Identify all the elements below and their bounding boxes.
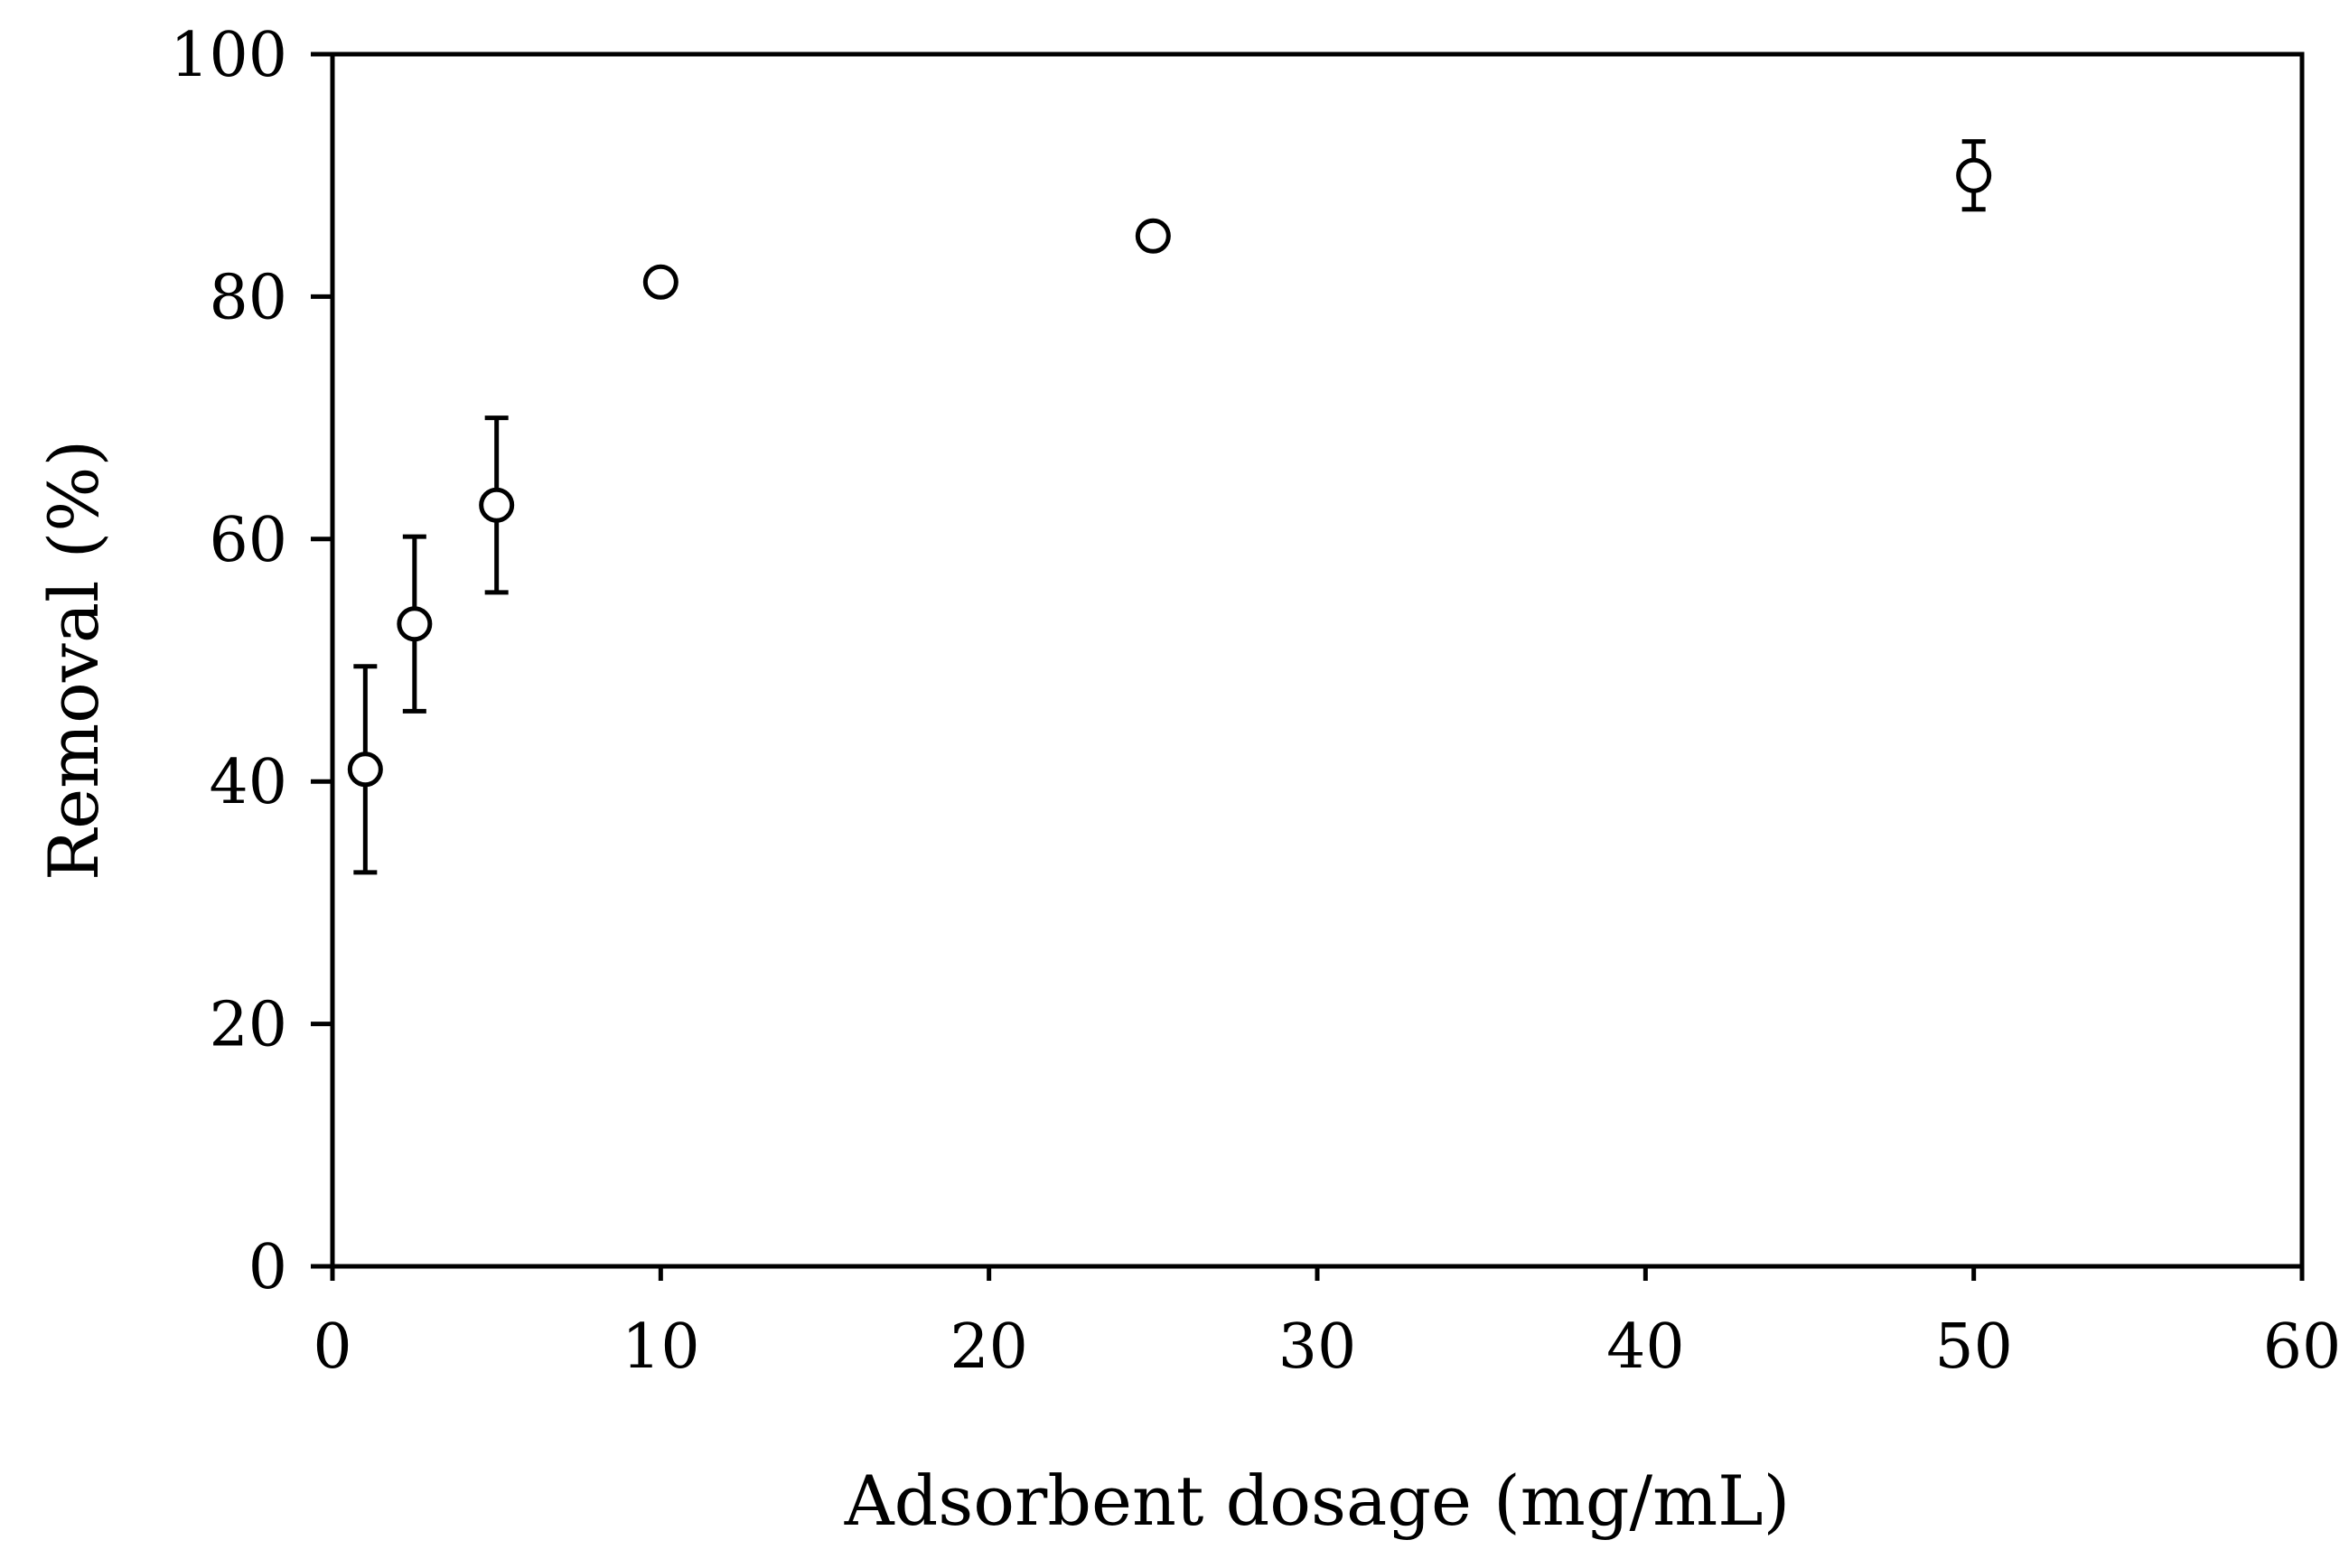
- y-tick-label: 100: [170, 20, 287, 91]
- y-tick-label: 60: [209, 505, 287, 576]
- point-marker: [479, 487, 515, 523]
- plot-area: [330, 51, 2305, 1269]
- x-tick-label: 30: [1278, 1311, 1357, 1383]
- y-tick-label: 20: [209, 990, 287, 1061]
- point-marker: [642, 264, 678, 300]
- point-marker: [397, 606, 433, 642]
- x-tick-label: 0: [313, 1311, 351, 1383]
- point-marker: [1956, 157, 1992, 193]
- y-axis: 0 20 40 60 80 100: [170, 20, 332, 1303]
- data-point: [347, 664, 383, 875]
- data-point: [479, 415, 515, 595]
- x-tick-label: 60: [2263, 1311, 2342, 1383]
- x-tick-label: 10: [622, 1311, 700, 1383]
- x-axis-title: Adsorbent dosage (mg/mL): [844, 1461, 1791, 1541]
- data-point: [1135, 218, 1171, 254]
- point-marker: [1135, 218, 1171, 254]
- x-tick-label: 20: [950, 1311, 1028, 1383]
- data-point: [1956, 139, 1992, 212]
- x-tick-label: 40: [1606, 1311, 1685, 1383]
- data-point: [642, 264, 678, 300]
- y-tick-label: 0: [248, 1232, 287, 1303]
- x-axis: 0 10 20 30 40 50 60: [313, 1266, 2341, 1383]
- x-tick-label: 50: [1934, 1311, 2013, 1383]
- y-axis-title: Removal (%): [33, 440, 114, 881]
- y-tick-label: 40: [209, 747, 287, 818]
- data-point: [397, 534, 433, 714]
- point-marker: [347, 751, 383, 788]
- data-series: [347, 139, 1992, 875]
- y-tick-label: 80: [209, 262, 287, 333]
